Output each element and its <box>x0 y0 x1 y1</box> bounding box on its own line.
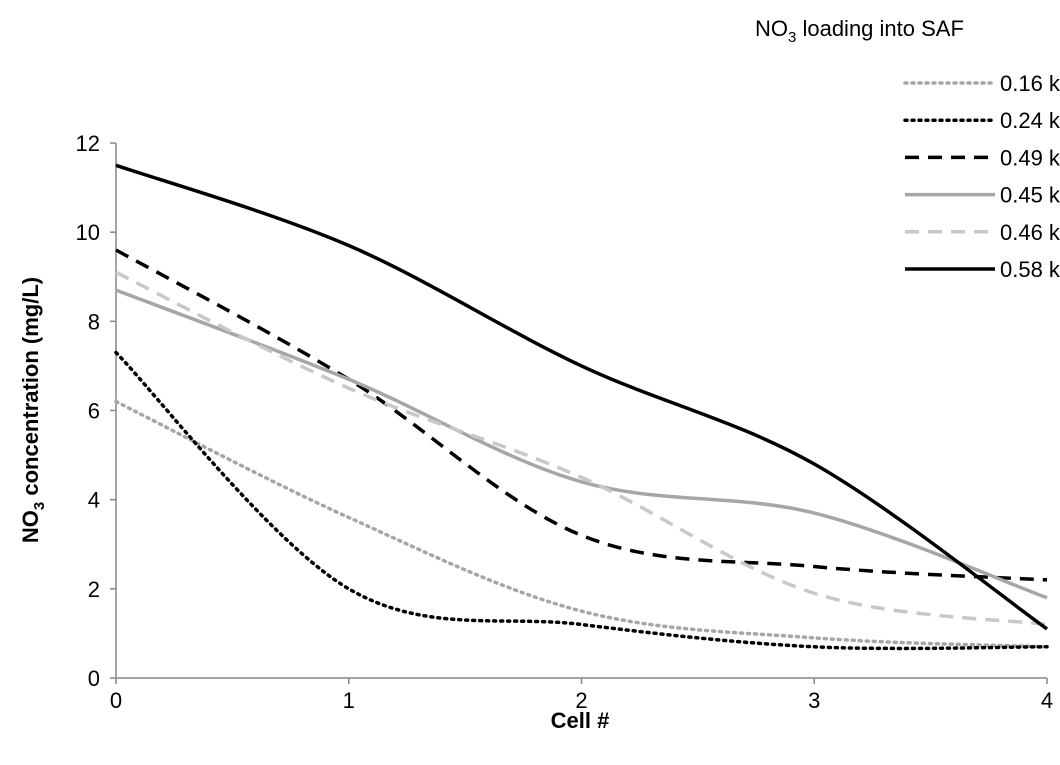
legend-label: 0.16 kg/m3.d <box>1000 71 1060 96</box>
y-label-sub: 3 <box>31 502 48 510</box>
y-tick-label: 12 <box>76 131 100 156</box>
y-label-part: NO <box>18 510 43 543</box>
y-label-part: concentration (mg/L) <box>18 277 43 502</box>
series-line <box>115 270 1048 627</box>
legend-label: 0.46 kg/m3.d <box>1000 220 1060 245</box>
series-line <box>115 288 1048 600</box>
y-tick-label: 8 <box>88 309 100 334</box>
legend-label: 0.45 kg/m3.d <box>1000 183 1060 208</box>
x-tick-label: 0 <box>110 688 122 713</box>
x-tick-label: 3 <box>808 688 820 713</box>
y-tick-label: 6 <box>88 399 100 424</box>
legend-label: 0.24 kg/m3.d <box>1000 108 1060 133</box>
series-line <box>114 399 1049 649</box>
legend-label: 0.58 kg/m3.d <box>1000 257 1060 282</box>
legend-title-part: loading into SAF <box>796 16 964 41</box>
x-axis-label: Cell # <box>551 708 610 733</box>
legend-title-sub: 3 <box>788 29 796 46</box>
y-axis-label: NO3 concentration (mg/L) <box>18 277 48 543</box>
series-line <box>115 248 1048 582</box>
legend-label: 0.49 kg/m3.d <box>1000 145 1060 170</box>
series-line <box>114 350 1049 651</box>
x-tick-label: 2 <box>575 688 587 713</box>
y-tick-label: 10 <box>76 220 100 245</box>
legend-title-part: NO <box>755 16 788 41</box>
y-tick-label: 2 <box>88 577 100 602</box>
y-tick-label: 4 <box>88 488 100 513</box>
x-tick-label: 4 <box>1041 688 1053 713</box>
y-tick-label: 0 <box>88 666 100 691</box>
series-line <box>115 163 1049 631</box>
x-tick-label: 1 <box>343 688 355 713</box>
legend-title: NO3 loading into SAF <box>755 16 964 46</box>
